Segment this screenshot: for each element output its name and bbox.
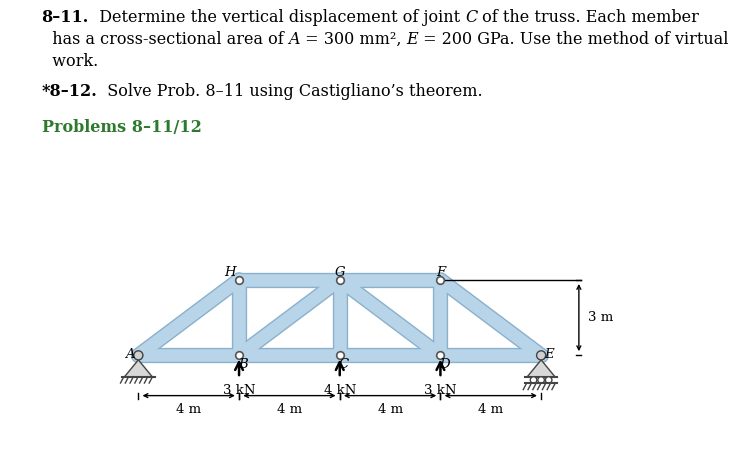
Text: 4 m: 4 m	[277, 403, 302, 416]
Text: 3 kN: 3 kN	[223, 384, 255, 397]
Text: G: G	[334, 266, 345, 279]
Text: A: A	[288, 31, 300, 48]
Circle shape	[134, 351, 143, 360]
Text: B: B	[238, 358, 248, 371]
Text: C: C	[338, 358, 349, 371]
Text: of the truss. Each member: of the truss. Each member	[477, 9, 699, 26]
Text: E: E	[406, 31, 418, 48]
Text: A: A	[125, 348, 134, 361]
Text: *8–12.: *8–12.	[42, 83, 97, 100]
Text: 4 kN: 4 kN	[324, 384, 356, 397]
Text: 3 kN: 3 kN	[424, 384, 457, 397]
Text: work.: work.	[42, 53, 98, 70]
Text: 4 m: 4 m	[378, 403, 402, 416]
Text: 4 m: 4 m	[478, 403, 504, 416]
Text: H: H	[224, 266, 236, 279]
Text: 4 m: 4 m	[176, 403, 202, 416]
Text: Determine the vertical displacement of joint: Determine the vertical displacement of j…	[89, 9, 465, 26]
Text: = 300 mm²,: = 300 mm²,	[300, 31, 406, 48]
Circle shape	[537, 351, 546, 360]
Circle shape	[530, 377, 537, 383]
Text: = 200 GPa. Use the method of virtual: = 200 GPa. Use the method of virtual	[418, 31, 729, 48]
Text: F: F	[436, 266, 445, 279]
Text: Solve Prob. 8–11 using Castigliano’s theorem.: Solve Prob. 8–11 using Castigliano’s the…	[97, 83, 483, 100]
Circle shape	[538, 377, 544, 383]
Text: D: D	[439, 358, 449, 371]
Text: C: C	[465, 9, 477, 26]
Text: has a cross-sectional area of: has a cross-sectional area of	[42, 31, 288, 48]
Circle shape	[545, 377, 552, 383]
Polygon shape	[527, 360, 555, 377]
Text: 8–11.: 8–11.	[42, 9, 89, 26]
Polygon shape	[125, 360, 153, 377]
Text: Problems 8–11/12: Problems 8–11/12	[42, 119, 202, 136]
Text: 3 m: 3 m	[587, 311, 613, 324]
Text: E: E	[544, 348, 553, 361]
